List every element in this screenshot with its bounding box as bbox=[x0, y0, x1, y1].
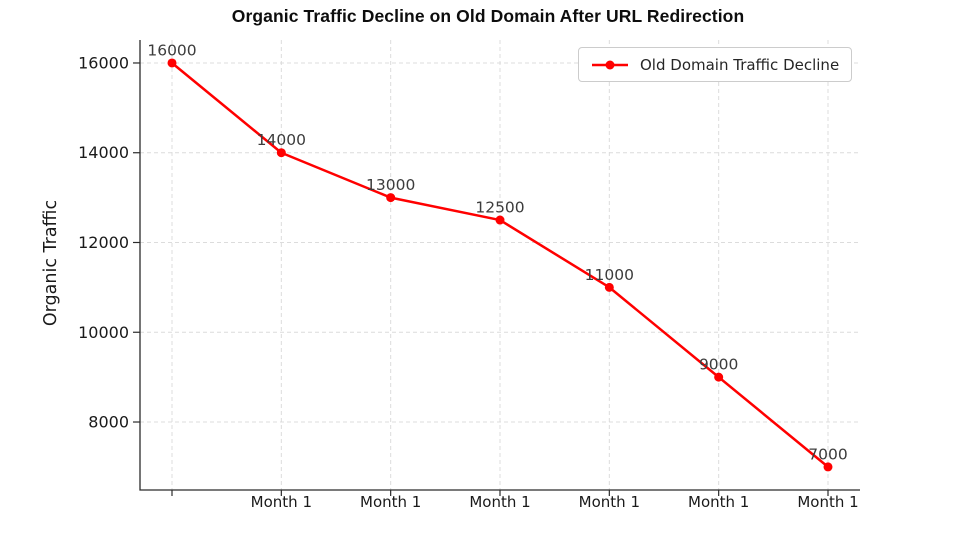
axis-ticks: 8000 10000 12000 14000 16000 Month 1 Month 1 Mo… bbox=[78, 53, 859, 511]
x-tick-label: Month 1 bbox=[360, 493, 421, 511]
data-point-marker bbox=[714, 372, 724, 382]
data-point-marker bbox=[167, 58, 177, 68]
data-point-marker bbox=[386, 193, 396, 203]
data-point-marker bbox=[823, 462, 833, 472]
gridlines bbox=[140, 40, 860, 490]
data-point-label: 16000 bbox=[147, 41, 196, 59]
data-point-marker bbox=[495, 215, 505, 225]
y-tick-label: 10000 bbox=[78, 323, 129, 342]
x-tick-label: Month 1 bbox=[579, 493, 640, 511]
data-point-label: 13000 bbox=[366, 176, 415, 194]
data-point-label: 9000 bbox=[699, 356, 738, 374]
data-point-marker bbox=[604, 282, 614, 292]
y-tick-label: 14000 bbox=[78, 143, 129, 162]
x-tick-label: Month 1 bbox=[251, 493, 312, 511]
series-markers bbox=[167, 58, 833, 472]
chart-title: Organic Traffic Decline on Old Domain Af… bbox=[231, 6, 745, 26]
data-point-label: 14000 bbox=[257, 131, 306, 149]
y-tick-label: 16000 bbox=[78, 53, 129, 72]
y-tick-label: 12000 bbox=[78, 233, 129, 252]
legend-entry-label: Old Domain Traffic Decline bbox=[640, 55, 840, 74]
data-point-label: 12500 bbox=[475, 199, 524, 217]
point-labels: 16000 14000 13000 12500 11000 9000 7000 bbox=[147, 41, 847, 463]
axis-spines bbox=[139, 40, 860, 491]
legend: Old Domain Traffic Decline bbox=[578, 47, 852, 82]
x-tick-label: Month 1 bbox=[469, 493, 530, 511]
data-point-label: 7000 bbox=[808, 445, 847, 463]
x-tick-label: Month 1 bbox=[688, 493, 749, 511]
y-tick-label: 8000 bbox=[88, 413, 129, 432]
data-point-label: 11000 bbox=[585, 266, 634, 284]
legend-line-marker-icon bbox=[592, 60, 628, 69]
data-point-marker bbox=[276, 148, 286, 158]
y-axis-label: Organic Traffic bbox=[41, 200, 61, 326]
x-tick-label: Month 1 bbox=[797, 493, 858, 511]
